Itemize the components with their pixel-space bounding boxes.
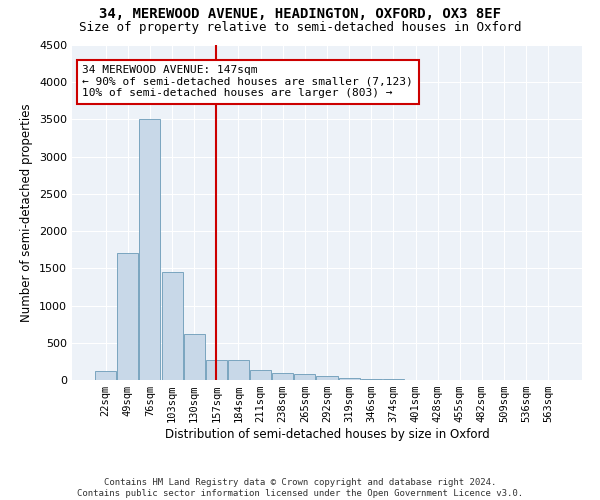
Bar [250, 370, 271, 380]
Text: 34, MEREWOOD AVENUE, HEADINGTON, OXFORD, OX3 8EF: 34, MEREWOOD AVENUE, HEADINGTON, OXFORD,… [99, 8, 501, 22]
Bar [295, 374, 316, 380]
Bar [383, 379, 404, 380]
Text: 34 MEREWOOD AVENUE: 147sqm
← 90% of semi-detached houses are smaller (7,123)
10%: 34 MEREWOOD AVENUE: 147sqm ← 90% of semi… [82, 65, 413, 98]
X-axis label: Distribution of semi-detached houses by size in Oxford: Distribution of semi-detached houses by … [164, 428, 490, 441]
Bar [184, 334, 205, 380]
Bar [161, 272, 182, 380]
Bar [228, 360, 249, 380]
Bar [338, 378, 359, 380]
Bar [206, 360, 227, 380]
Bar [95, 371, 116, 380]
Text: Contains HM Land Registry data © Crown copyright and database right 2024.
Contai: Contains HM Land Registry data © Crown c… [77, 478, 523, 498]
Bar [361, 378, 382, 380]
Bar [118, 254, 139, 380]
Text: Size of property relative to semi-detached houses in Oxford: Size of property relative to semi-detach… [79, 21, 521, 34]
Y-axis label: Number of semi-detached properties: Number of semi-detached properties [20, 103, 34, 322]
Bar [272, 374, 293, 380]
Bar [316, 376, 338, 380]
Bar [139, 120, 160, 380]
